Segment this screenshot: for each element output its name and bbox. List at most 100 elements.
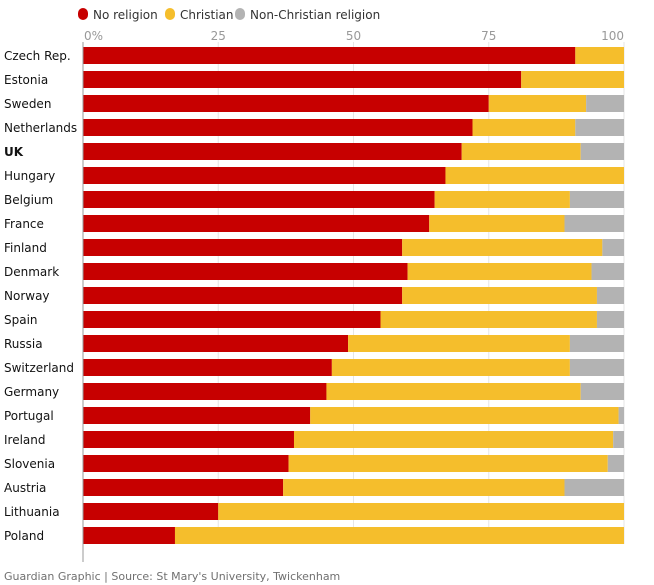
bar-segment xyxy=(83,383,327,400)
x-tick-label: 100 xyxy=(601,29,624,43)
bar-row xyxy=(83,407,624,424)
bar-segment xyxy=(607,455,624,472)
bar-segment xyxy=(83,335,349,352)
bar-segment xyxy=(83,455,289,472)
bar-row xyxy=(83,431,624,448)
bar-row xyxy=(83,455,624,472)
bar-segment xyxy=(575,47,624,64)
bar-row xyxy=(83,503,624,520)
source-note: Guardian Graphic | Source: St Mary's Uni… xyxy=(4,570,340,583)
legend-label: Christian xyxy=(180,8,234,22)
bar-row xyxy=(83,311,624,328)
bar-segment xyxy=(83,431,294,448)
category-label: Hungary xyxy=(4,169,55,183)
bar-row xyxy=(83,383,624,400)
bar-segment xyxy=(288,455,608,472)
bar-segment xyxy=(591,263,624,280)
bar-segment xyxy=(326,383,581,400)
bar-segment xyxy=(569,359,624,376)
bar-segment xyxy=(445,167,624,184)
bar-segment xyxy=(596,311,624,328)
bar-row xyxy=(83,143,624,160)
category-label: Estonia xyxy=(4,73,48,87)
category-label: Czech Rep. xyxy=(4,49,71,63)
bar-segment xyxy=(569,335,624,352)
bar-segment xyxy=(472,119,576,136)
category-label: Ireland xyxy=(4,433,46,447)
bar-row xyxy=(83,95,624,112)
bar-segment xyxy=(348,335,570,352)
bar-segment xyxy=(580,143,624,160)
x-tick-label: 75 xyxy=(481,29,496,43)
bar-segment xyxy=(402,287,597,304)
bar-row xyxy=(83,191,624,208)
legend-swatch xyxy=(235,8,245,20)
bar-segment xyxy=(83,95,489,112)
bar-segment xyxy=(575,119,624,136)
bar-row xyxy=(83,479,624,496)
legend-item: No religion xyxy=(78,8,158,22)
category-label: Germany xyxy=(4,385,59,399)
category-label: Slovenia xyxy=(4,457,55,471)
bar-segment xyxy=(83,47,576,64)
x-tick-label: 50 xyxy=(346,29,361,43)
category-label: Denmark xyxy=(4,265,59,279)
bar-segment xyxy=(331,359,570,376)
x-axis-ticks: 0% 25 50 75 100 xyxy=(84,29,624,43)
bar-segment xyxy=(586,95,624,112)
bar-segment xyxy=(83,503,219,520)
bar-segment xyxy=(407,263,592,280)
bar-row xyxy=(83,359,624,376)
category-label: UK xyxy=(4,145,24,159)
category-label: Norway xyxy=(4,289,50,303)
bar-segment xyxy=(569,191,624,208)
legend-label: No religion xyxy=(93,8,158,22)
bar-segment xyxy=(83,215,430,232)
bar-segment xyxy=(83,239,403,256)
x-tick-label: 0% xyxy=(84,29,103,43)
bar-segment xyxy=(429,215,565,232)
category-label: Russia xyxy=(4,337,43,351)
bar-segment xyxy=(83,167,446,184)
bar-segment xyxy=(310,407,619,424)
bar-segment xyxy=(380,311,597,328)
category-label: Switzerland xyxy=(4,361,74,375)
bar-segment xyxy=(83,407,311,424)
x-tick-label: 25 xyxy=(211,29,226,43)
category-label: Sweden xyxy=(4,97,51,111)
category-label: Portugal xyxy=(4,409,54,423)
bar-row xyxy=(83,263,624,280)
category-label: Lithuania xyxy=(4,505,60,519)
bar-row xyxy=(83,167,624,184)
bar-row xyxy=(83,287,624,304)
bar-segment xyxy=(434,191,570,208)
bar-row xyxy=(83,47,624,64)
category-label: Austria xyxy=(4,481,46,495)
bar-row xyxy=(83,119,624,136)
category-label: Netherlands xyxy=(4,121,77,135)
legend-item: Non-Christian religion xyxy=(235,8,380,22)
bar-segment xyxy=(83,527,175,544)
bar-segment xyxy=(83,479,284,496)
bar-segment xyxy=(596,287,624,304)
legend: No religion Christian Non-Christian religi… xyxy=(78,8,380,22)
bar-segment xyxy=(293,431,614,448)
bar-row xyxy=(83,239,624,256)
bar-segment xyxy=(218,503,624,520)
category-label: Spain xyxy=(4,313,38,327)
category-label: Poland xyxy=(4,529,44,543)
bar-segment xyxy=(521,71,624,88)
legend-label: Non-Christian religion xyxy=(250,8,380,22)
bar-segment xyxy=(83,311,381,328)
bar-segment xyxy=(618,407,624,424)
bar-segment xyxy=(83,71,522,88)
bar-segment xyxy=(83,191,435,208)
legend-swatch xyxy=(165,8,175,20)
bar-segment xyxy=(402,239,603,256)
bar-segment xyxy=(564,215,624,232)
bar-segment xyxy=(83,119,473,136)
bar-segment xyxy=(83,143,462,160)
bar-segment xyxy=(461,143,581,160)
category-label: France xyxy=(4,217,44,231)
